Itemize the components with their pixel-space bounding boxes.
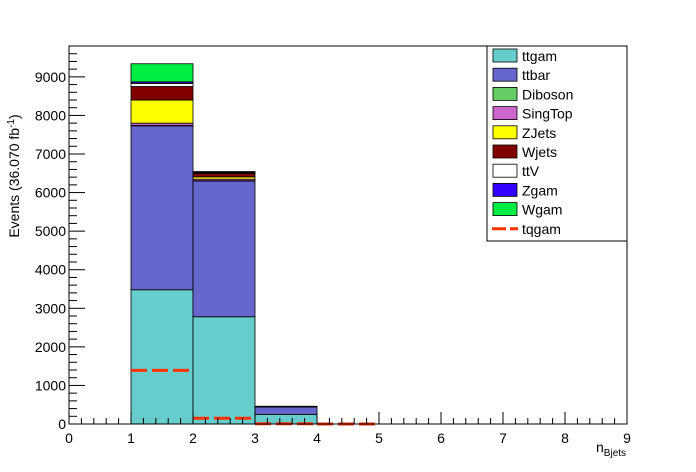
x-tick-label: 8 (561, 430, 569, 446)
bar-ttbar-bin-3 (254, 406, 318, 415)
bar-ZJets-bin-1 (130, 99, 194, 124)
x-tick-label: 0 (65, 430, 73, 446)
bar-Wgam-bin-2 (192, 171, 256, 173)
legend-label-Diboson: Diboson (522, 86, 573, 102)
legend-label-SingTop: SingTop (522, 106, 573, 122)
y-tick-label: 7000 (35, 146, 66, 162)
x-tick-label: 6 (437, 430, 445, 446)
bar-ttgam-bin-1 (130, 289, 194, 425)
x-axis-title-main: n (596, 439, 604, 455)
y-axis-title: Events (36.070 fb-1) (6, 114, 22, 237)
legend-swatch-ttgam (492, 48, 518, 63)
y-tick-label: 3000 (35, 300, 66, 316)
legend-label-ttV: ttV (522, 163, 540, 179)
x-tick-label: 4 (313, 430, 321, 446)
legend-label-Wgam: Wgam (522, 202, 562, 218)
bar-Wjets-bin-2 (192, 172, 256, 178)
histogram-bars (130, 63, 318, 425)
legend-label-ttgam: ttgam (522, 48, 557, 64)
y-axis-title-close: ) (6, 114, 22, 119)
legend-label-Wjets: Wjets (522, 144, 557, 160)
y-tick-label: 8000 (35, 107, 66, 123)
x-axis-title-subscript: Bjets (604, 448, 626, 459)
legend-swatch-Wjets (492, 144, 518, 159)
x-axis-title: nBjets (596, 439, 626, 459)
legend-swatch-Wgam (492, 202, 518, 217)
x-tick-label: 3 (251, 430, 259, 446)
y-tick-label: 6000 (35, 185, 66, 201)
x-tick-label: 9 (623, 430, 631, 446)
x-tick-label: 7 (499, 430, 507, 446)
legend-label-tqgam: tqgam (522, 221, 561, 237)
legend: ttgam ttbar Diboson SingTop ZJets Wjets ttV Zga… (486, 45, 628, 242)
y-tick-label: 0 (58, 416, 66, 432)
legend-label-Zgam: Zgam (522, 182, 558, 198)
bar-Wgam-bin-1 (130, 63, 194, 83)
y-tick-label: 9000 (35, 69, 66, 85)
y-tick-label: 4000 (35, 262, 66, 278)
legend-label-ZJets: ZJets (522, 125, 556, 141)
legend-swatch-ttV (492, 163, 518, 178)
legend-label-ttbar: ttbar (522, 67, 550, 83)
axes (68, 45, 628, 425)
y-axis-title-main: Events (36.070 fb (6, 128, 22, 238)
legend-swatch-Diboson (492, 87, 518, 101)
bar-ttgam-bin-2 (192, 316, 256, 425)
bar-ttV-bin-1 (130, 83, 194, 87)
x-tick-label: 2 (189, 430, 197, 446)
x-tick-label: 5 (375, 430, 383, 446)
y-tick-label: 5000 (35, 223, 66, 239)
bar-ttbar-bin-1 (130, 125, 194, 291)
bar-ttbar-bin-2 (192, 180, 256, 318)
legend-swatch-ttbar (492, 67, 518, 82)
bar-Wjets-bin-1 (130, 86, 194, 101)
x-tick-label: 1 (127, 430, 135, 446)
tick-labels: 0 1 2 3 4 5 6 7 8 9 0 1000 2000 3000 4000 5000 6000 7000 8… (35, 69, 631, 446)
legend-swatch-Zgam (492, 182, 518, 197)
legend-swatch-SingTop (492, 106, 518, 120)
legend-swatch-ZJets (492, 125, 518, 140)
y-tick-label: 1000 (35, 377, 66, 393)
y-axis-title-superscript: -1 (6, 119, 17, 128)
y-tick-label: 2000 (35, 339, 66, 355)
